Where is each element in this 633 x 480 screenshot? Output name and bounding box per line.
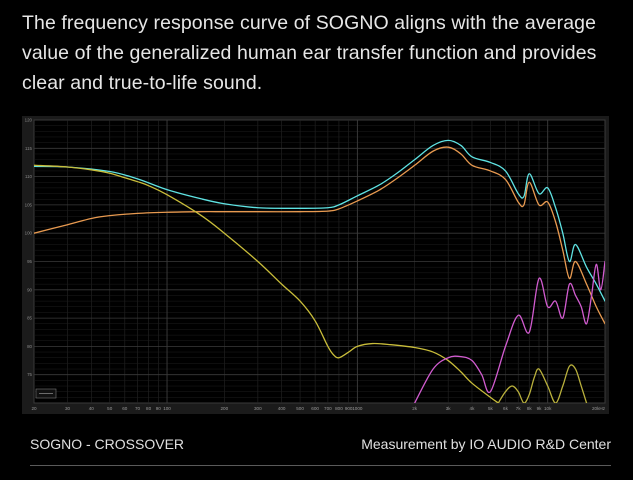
- x-tick-label: 60: [122, 406, 128, 411]
- x-tick-label: 8k: [527, 406, 533, 411]
- x-tick-label: 500: [296, 406, 304, 411]
- y-tick-label: 120: [25, 118, 33, 123]
- series-line-4: [414, 260, 605, 403]
- x-tick-label: 40: [89, 406, 95, 411]
- y-tick-label: 90: [27, 287, 32, 292]
- x-tick-label: 800: [335, 406, 343, 411]
- x-tick-label: 20: [31, 406, 37, 411]
- x-tick-label: 300: [254, 406, 262, 411]
- x-tick-label: 3k: [446, 406, 452, 411]
- series-line-5: [497, 364, 588, 403]
- x-tick-label: 5k: [488, 406, 494, 411]
- y-tick-label: 115: [25, 146, 33, 151]
- x-tick-label: 1000: [352, 406, 363, 411]
- x-tick-label: 9k: [537, 406, 543, 411]
- y-tick-label: 110: [25, 174, 33, 179]
- y-tick-label: 95: [27, 259, 32, 264]
- footer-divider: [30, 465, 611, 466]
- headline: The frequency response curve of SOGNO al…: [22, 12, 597, 94]
- series-line-2: [34, 146, 605, 325]
- chart-svg: 20 30 40 50 60 70 80 90 100 200 300 400 500 600 700 800…: [22, 116, 609, 414]
- x-tick-label: 20kHz: [592, 406, 606, 411]
- x-tick-label: 700: [324, 406, 332, 411]
- y-tick-label: 75: [27, 372, 32, 377]
- x-tick-label: 400: [278, 406, 286, 411]
- footer-product-label: SOGNO - CROSSOVER: [30, 436, 185, 452]
- series-line-1: [34, 139, 605, 302]
- series-line-3: [34, 164, 499, 403]
- x-tick-label: 4k: [470, 406, 476, 411]
- x-tick-label: 30: [65, 406, 71, 411]
- grid: [34, 120, 605, 403]
- series-group: [34, 139, 605, 403]
- x-tick-label: 50: [107, 406, 113, 411]
- y-tick-label: 80: [27, 344, 32, 349]
- x-tick-label: 6k: [503, 406, 509, 411]
- x-tick-label: 200: [220, 406, 228, 411]
- mini-legend-box: [35, 388, 57, 399]
- tick-labels: 20 30 40 50 60 70 80 90 100 200 300 400 500 600 700 800…: [25, 118, 606, 412]
- x-tick-label: 2k: [412, 406, 418, 411]
- y-tick-label: 85: [27, 316, 32, 321]
- y-tick-label: 105: [25, 202, 33, 207]
- y-tick-label: 100: [25, 231, 33, 236]
- x-tick-label: 7k: [516, 406, 522, 411]
- x-tick-label: 900: [345, 406, 353, 411]
- x-tick-label: 80: [146, 406, 152, 411]
- x-tick-label: 90: [156, 406, 162, 411]
- x-tick-label: 600: [311, 406, 319, 411]
- x-tick-label: 100: [163, 406, 171, 411]
- x-tick-label: 70: [135, 406, 141, 411]
- footer-measurement-credit: Measurement by IO AUDIO R&D Center: [361, 436, 611, 452]
- x-tick-label: 10k: [544, 406, 552, 411]
- frequency-response-chart: 20 30 40 50 60 70 80 90 100 200 300 400 500 600 700 800…: [22, 116, 609, 414]
